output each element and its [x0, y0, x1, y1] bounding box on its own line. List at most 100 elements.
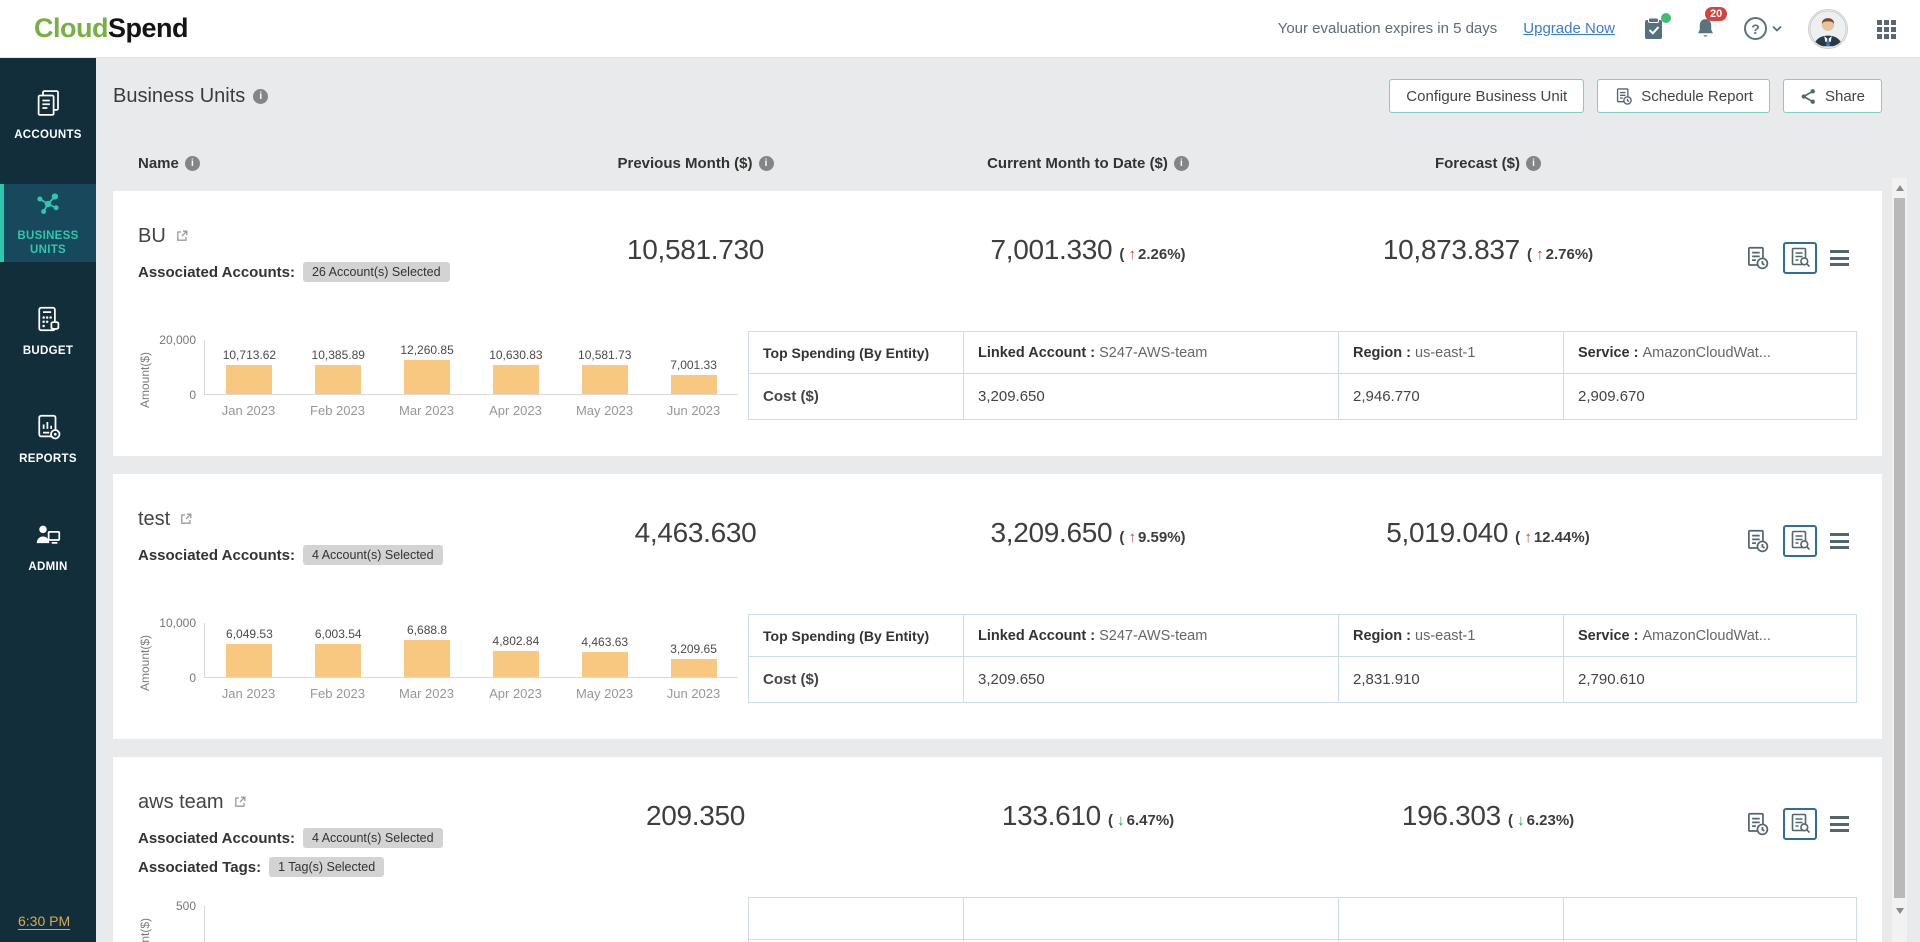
- name-info-icon[interactable]: [184, 155, 200, 171]
- x-axis-label: Mar 2023: [399, 686, 454, 701]
- row-menu-icon[interactable]: [1830, 816, 1849, 832]
- chart-bar-group: 6,003.54: [294, 623, 383, 677]
- schedule-report-icon[interactable]: [1744, 811, 1770, 837]
- external-link-icon[interactable]: [233, 795, 247, 809]
- chart-bar: [670, 375, 717, 394]
- scrollbar-thumb[interactable]: [1894, 198, 1905, 898]
- view-report-icon-selected[interactable]: [1783, 525, 1817, 557]
- cost-value: 3,209.650: [963, 656, 1339, 703]
- top-spending-table: [748, 897, 1857, 942]
- monthly-spend-bar-chart: Amount($) 500: [138, 869, 748, 942]
- sidebar-item-admin[interactable]: ADMIN: [0, 508, 96, 586]
- sidebar-item-label: ACCOUNTS: [14, 128, 82, 141]
- trend-arrow: [1524, 529, 1532, 546]
- report-search-icon: [1791, 247, 1811, 268]
- chart-bar-group: 6,688.8: [383, 623, 472, 677]
- clock-time[interactable]: 6:30 PM: [18, 913, 71, 930]
- accounts-selected-badge[interactable]: 26 Account(s) Selected: [302, 262, 450, 282]
- schedule-report-button[interactable]: Schedule Report: [1597, 79, 1770, 113]
- x-axis-label: May 2023: [575, 403, 634, 418]
- column-header-name: Name: [138, 155, 503, 172]
- business-unit-name[interactable]: BU: [138, 224, 503, 248]
- chart-bar-group: 3,209.65: [649, 623, 738, 677]
- scroll-down-arrow[interactable]: [1892, 903, 1907, 918]
- chart-bar: [492, 365, 539, 394]
- top-spending-table: Top Spending (By Entity) Linked Account …: [748, 331, 1857, 420]
- trend-arrow: [1129, 246, 1137, 263]
- report-search-icon: [1791, 813, 1811, 834]
- chart-bar-group: 10,385.89: [294, 340, 383, 394]
- associated-accounts-line: Associated Accounts: 4 Account(s) Select…: [138, 828, 503, 848]
- x-axis-label: Jun 2023: [666, 686, 721, 701]
- upgrade-now-link[interactable]: Upgrade Now: [1523, 20, 1615, 37]
- top-spending-header: Top Spending (By Entity): [748, 331, 964, 374]
- previous-month-info-icon[interactable]: [758, 155, 774, 171]
- current-month-info-icon[interactable]: [1173, 155, 1189, 171]
- top-spending-header: [748, 897, 964, 940]
- row-menu-icon[interactable]: [1830, 250, 1849, 266]
- cost-row-label: Cost ($): [748, 656, 964, 703]
- y-axis-max-tick: 10,000: [159, 616, 196, 630]
- top-spending-header: Top Spending (By Entity): [748, 614, 964, 657]
- tasks-checklist-icon[interactable]: [1641, 12, 1671, 42]
- sidebar-item-budget[interactable]: BUDGET: [0, 292, 96, 370]
- chart-bar: [492, 651, 539, 677]
- page-title-info-icon[interactable]: [253, 88, 269, 104]
- user-avatar[interactable]: [1808, 8, 1848, 49]
- app-grid-icon[interactable]: [1874, 17, 1898, 41]
- x-axis-label: May 2023: [575, 686, 634, 701]
- trend-arrow: [1517, 812, 1525, 829]
- reports-icon: [33, 412, 63, 445]
- forecast-info-icon[interactable]: [1526, 155, 1542, 171]
- row-menu-icon[interactable]: [1830, 533, 1849, 549]
- configure-business-unit-button[interactable]: Configure Business Unit: [1389, 79, 1585, 113]
- cost-value: 2,790.610: [1563, 656, 1857, 703]
- sidebar-item-reports[interactable]: REPORTS: [0, 400, 96, 478]
- previous-month-value: 209.350: [645, 800, 746, 831]
- monthly-spend-bar-chart: Amount($) 20,000 0 10,713.62 10,385.89 12,…: [138, 303, 748, 456]
- business-unit-name[interactable]: aws team: [138, 790, 503, 814]
- page-title: Business Units: [113, 85, 269, 108]
- sidebar-item-accounts[interactable]: ACCOUNTS: [0, 76, 96, 154]
- region-cell: Region : us-east-1: [1338, 614, 1564, 657]
- report-clock-icon: [1617, 87, 1632, 105]
- help-menu[interactable]: ?: [1744, 17, 1782, 40]
- cost-value: 2,909.670: [1563, 373, 1857, 420]
- region-cell: Region : us-east-1: [1338, 331, 1564, 374]
- column-header-current-month: Current Month to Date ($): [888, 155, 1288, 172]
- share-button[interactable]: Share: [1782, 79, 1882, 113]
- y-axis-zero-tick: 0: [189, 671, 196, 685]
- cost-value: 2,831.910: [1338, 656, 1564, 703]
- business-unit-name[interactable]: test: [138, 507, 503, 531]
- status-green-dot: [1661, 12, 1671, 23]
- tags-selected-badge[interactable]: 1 Tag(s) Selected: [269, 857, 385, 877]
- sidebar-item-label: BUDGET: [22, 344, 74, 357]
- evaluation-expiry-text: Your evaluation expires in 5 days: [1277, 20, 1498, 37]
- current-month-value: 7,001.330 2.26%: [888, 224, 1288, 266]
- accounts-selected-badge[interactable]: 4 Account(s) Selected: [302, 828, 443, 848]
- external-link-icon[interactable]: [175, 229, 189, 243]
- admin-icon: [33, 520, 63, 553]
- schedule-report-icon[interactable]: [1744, 245, 1770, 271]
- notifications-bell-icon[interactable]: 20: [1693, 7, 1728, 41]
- schedule-report-icon[interactable]: [1744, 528, 1770, 554]
- associated-tags-line: Associated Tags: 1 Tag(s) Selected: [138, 857, 503, 877]
- previous-month-value: 10,581.730: [626, 234, 765, 265]
- service-cell: Service : AmazonCloudWat...: [1563, 614, 1857, 657]
- scroll-up-arrow[interactable]: [1892, 180, 1907, 195]
- chart-bar-group: 10,713.62: [205, 340, 294, 394]
- monthly-spend-bar-chart: Amount($) 10,000 0 6,049.53 6,003.54 6,688…: [138, 586, 748, 739]
- external-link-icon[interactable]: [179, 512, 193, 526]
- chart-bar-group: 12,260.85: [383, 340, 472, 394]
- associated-accounts-line: Associated Accounts: 26 Account(s) Selec…: [138, 262, 503, 282]
- sidebar-item-business-units[interactable]: BUSINESS UNITS: [0, 184, 96, 262]
- chart-bar-group: 4,463.63: [560, 623, 649, 677]
- main-content: Business Units Configure Business Unit S…: [96, 58, 1920, 942]
- view-report-icon-selected[interactable]: [1783, 808, 1817, 840]
- forecast-value: 196.303 6.23%: [1288, 790, 1688, 832]
- accounts-selected-badge[interactable]: 4 Account(s) Selected: [302, 545, 443, 565]
- view-report-icon-selected[interactable]: [1783, 242, 1817, 274]
- chart-bar: [315, 365, 362, 394]
- vertical-scrollbar[interactable]: [1892, 178, 1907, 942]
- column-header-previous-month: Previous Month ($): [503, 155, 888, 172]
